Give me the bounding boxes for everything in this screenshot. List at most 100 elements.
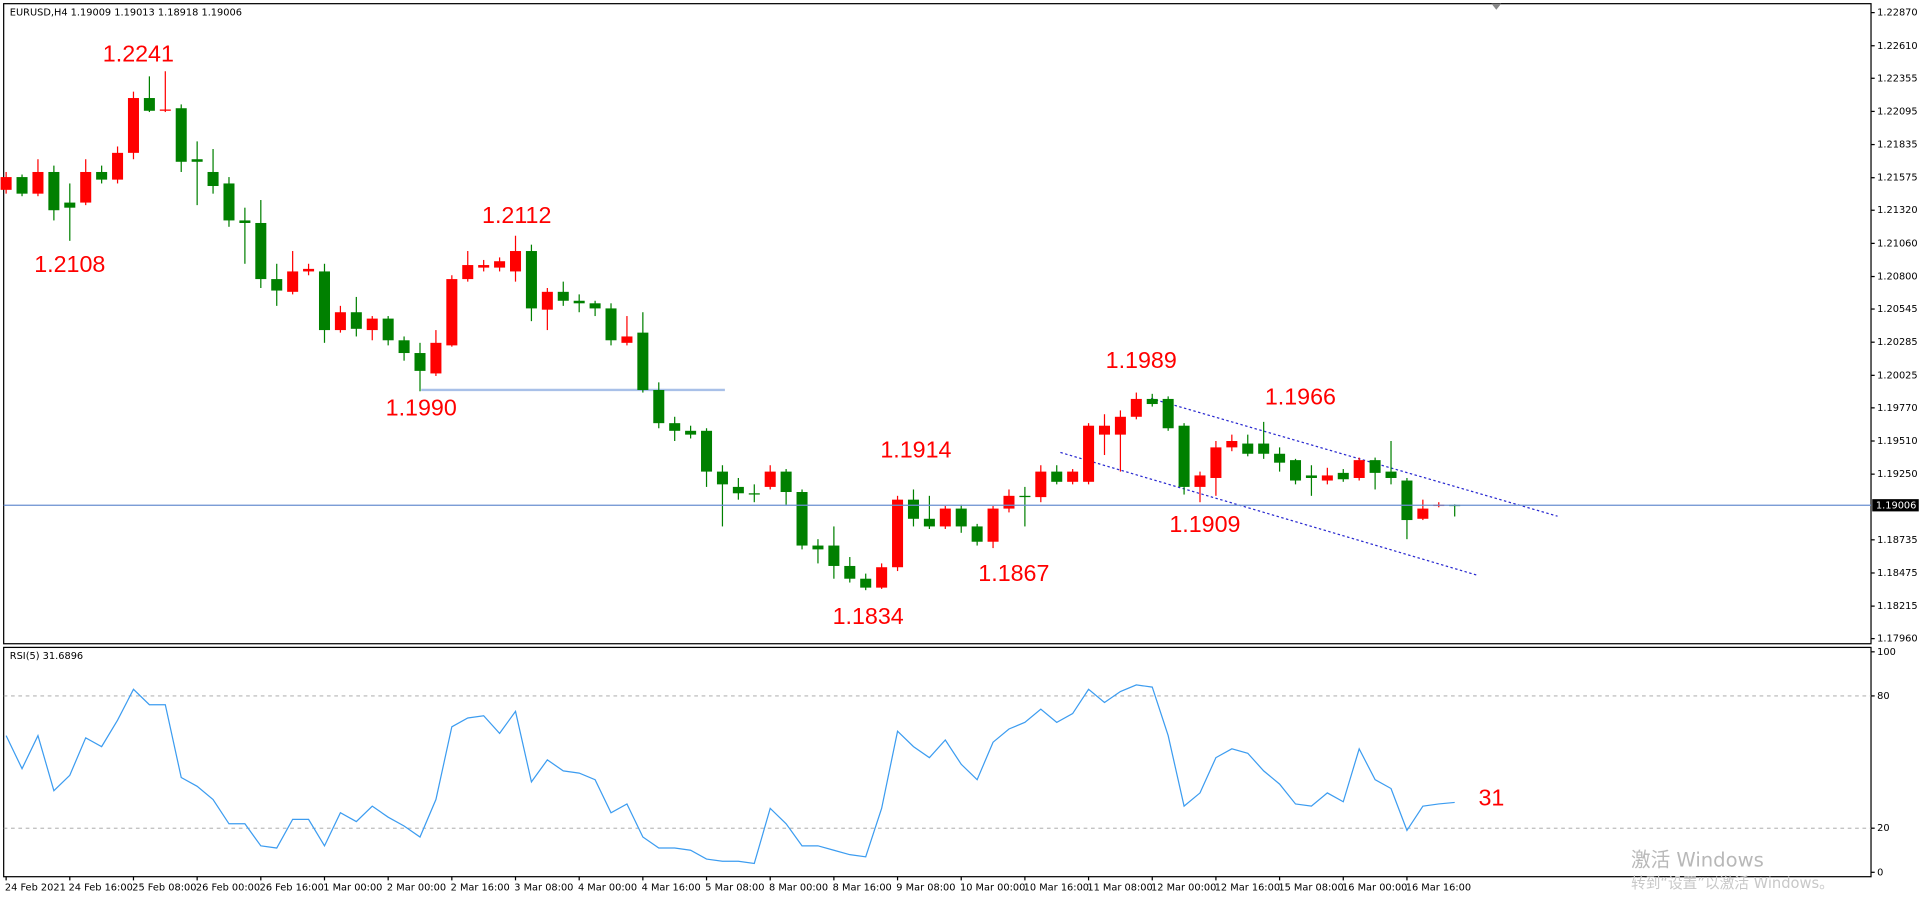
candle-body: [398, 340, 410, 354]
candle-body: [366, 318, 378, 331]
candle-body: [1417, 508, 1429, 519]
x-tick-label: 4 Mar 16:00: [642, 883, 701, 894]
candle-body: [1210, 447, 1222, 478]
candle-body: [605, 308, 617, 341]
annotation: 1.1909: [1169, 511, 1240, 537]
channel-lower: [1060, 451, 1477, 576]
candle-body: [143, 98, 155, 111]
y-tick-label: 1.18475: [1877, 568, 1917, 579]
candle-body: [1258, 443, 1270, 454]
x-tick-label: 1 Mar 00:00: [323, 883, 382, 894]
x-tick-label: 24 Feb 2021: [5, 883, 66, 894]
y-tick-label: 1.22610: [1877, 41, 1917, 52]
candle-body: [844, 565, 856, 579]
candle-body: [1305, 475, 1317, 478]
candle-body: [1194, 475, 1206, 487]
candle-body: [716, 471, 728, 485]
candle-body: [1321, 475, 1333, 481]
candle-body: [1098, 425, 1110, 435]
candle-body: [732, 486, 744, 494]
candle-body: [860, 578, 872, 588]
annotation: 1.1989: [1106, 347, 1177, 373]
candle-body: [462, 265, 474, 280]
x-tick-label: 8 Mar 16:00: [833, 883, 892, 894]
watermark-title: 激活 Windows: [1631, 848, 1764, 871]
candle-body: [414, 353, 426, 371]
chart-title: EURUSD,H4 1.19009 1.19013 1.18918 1.1900…: [10, 7, 242, 18]
candle-body: [64, 202, 76, 208]
candle-body: [621, 336, 633, 343]
y-tick-label: 1.17960: [1877, 634, 1917, 645]
candle-body: [669, 423, 681, 431]
candle-body: [653, 390, 665, 424]
candle-body: [255, 222, 267, 280]
candle-body: [1130, 398, 1142, 417]
last-price-box: [1872, 499, 1919, 512]
rsi-line: [5, 684, 1455, 865]
annotation: 31: [1478, 785, 1504, 811]
candle-body: [892, 499, 904, 568]
candle-body: [80, 171, 92, 203]
y-tick-label: 1.18215: [1877, 601, 1917, 612]
annotation: 1.2108: [34, 251, 105, 277]
candle-body: [573, 300, 585, 304]
y-tick-label: 80: [1877, 691, 1889, 702]
candle-body: [1226, 441, 1238, 448]
candle-body: [1385, 471, 1397, 478]
candle-body: [1114, 416, 1126, 435]
candle-body: [796, 492, 808, 546]
candle-body: [287, 271, 299, 292]
candle-body: [48, 171, 60, 211]
candle-body: [987, 508, 999, 542]
x-tick-label: 11 Mar 08:00: [1087, 883, 1152, 894]
x-tick-label: 25 Feb 08:00: [132, 883, 196, 894]
x-tick-label: 2 Mar 16:00: [451, 883, 510, 894]
x-tick-label: 3 Mar 08:00: [514, 883, 573, 894]
candle-body: [748, 493, 760, 495]
y-tick-label: 1.19770: [1877, 403, 1917, 414]
candle-body: [1274, 453, 1286, 463]
x-tick-label: 10 Mar 00:00: [960, 883, 1025, 894]
rsi-frame: [3, 646, 1872, 878]
annotation: 1.1867: [978, 560, 1049, 586]
candle-body: [637, 332, 649, 391]
x-tick-label: 12 Mar 00:00: [1151, 883, 1216, 894]
y-tick-label: 20: [1877, 823, 1889, 834]
candle-body: [494, 261, 506, 268]
y-tick-label: 1.21835: [1877, 140, 1917, 151]
candle-body: [96, 171, 108, 180]
x-tick-label: 12 Mar 16:00: [1215, 883, 1280, 894]
last-price-label: 1.19006: [1876, 500, 1916, 511]
candle-body: [334, 312, 346, 331]
candle-body: [159, 109, 171, 111]
annotation: 1.1834: [833, 603, 904, 629]
candle-body: [701, 430, 713, 472]
x-tick-label: 9 Mar 08:00: [896, 883, 955, 894]
candle-body: [525, 251, 537, 309]
candle-body: [541, 291, 553, 310]
candle-body: [923, 518, 935, 527]
y-tick-label: 1.22870: [1877, 8, 1917, 19]
y-tick-label: 0: [1877, 867, 1883, 878]
candle-body: [1083, 425, 1095, 482]
candle-body: [1337, 472, 1349, 480]
y-tick-label: 1.18735: [1877, 535, 1917, 546]
candle-body: [271, 279, 283, 291]
candle-body: [191, 159, 203, 162]
candle-body: [239, 220, 251, 223]
y-tick-label: 1.19510: [1877, 436, 1917, 447]
candle-body: [510, 251, 522, 272]
y-tick-label: 1.21320: [1877, 205, 1917, 216]
candle-body: [971, 526, 983, 542]
x-tick-label: 4 Mar 00:00: [578, 883, 637, 894]
candle-body: [350, 312, 362, 329]
candle-body: [32, 171, 44, 194]
y-tick-label: 1.20025: [1877, 370, 1917, 381]
candle-body: [764, 471, 776, 487]
annotation: 1.2112: [482, 202, 551, 228]
x-tick-label: 2 Mar 00:00: [387, 883, 446, 894]
candle-body: [589, 303, 601, 309]
x-tick-label: 10 Mar 16:00: [1024, 883, 1089, 894]
